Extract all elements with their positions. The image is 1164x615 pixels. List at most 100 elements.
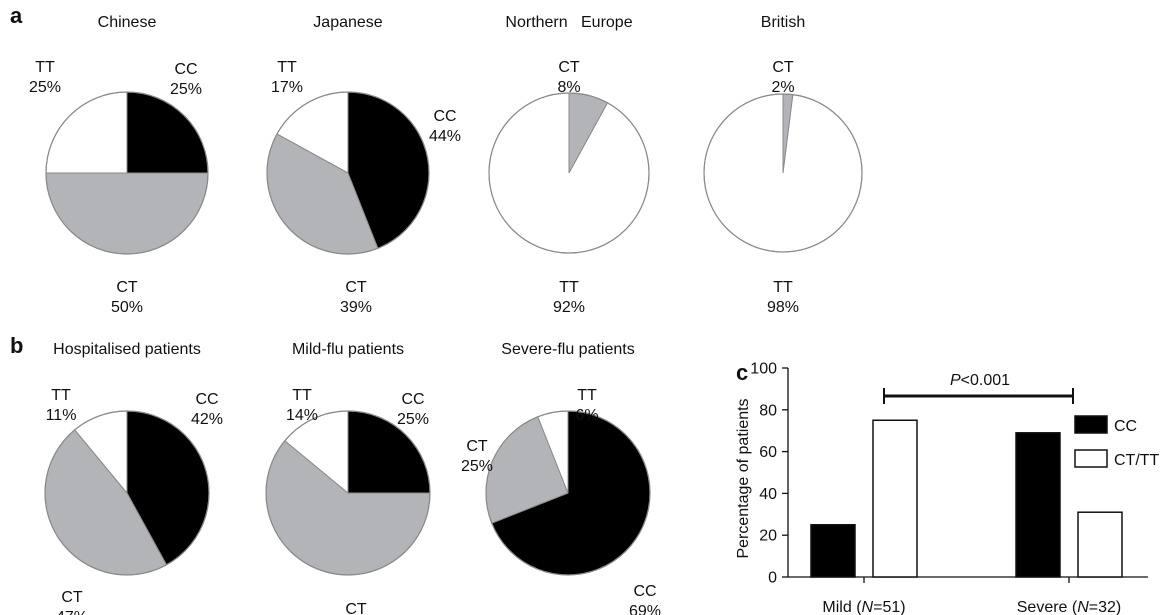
pie-british-label-tt: TT 98% — [767, 278, 799, 318]
bar-cc-mild — [810, 524, 856, 578]
pie-japanese-label-tt: TT 17% — [271, 58, 303, 98]
bar-y-tick-label: 80 — [759, 402, 777, 419]
pie-severe-flu-patients-label-ct: CT 25% — [461, 437, 493, 477]
pie-british-outline — [703, 93, 863, 253]
pie-british-label-tt-percent: 98% — [766, 299, 800, 316]
pie-japanese — [266, 91, 430, 255]
pie-severe-flu-patients-label-ct-name: CT — [466, 438, 488, 455]
legend-label-cc: CC — [1114, 418, 1137, 435]
bar-x-label-mild: Mild (N=51) — [822, 599, 905, 615]
pie-severe-flu-patients-outline — [485, 410, 651, 576]
pie-british — [703, 93, 863, 253]
pie-northern-europe-title: Northern Europe — [505, 14, 633, 31]
pie-japanese-label-tt-name: TT — [277, 59, 297, 76]
pie-hospitalised-patients-label-cc: CC 42% — [191, 390, 223, 430]
pie-chinese-label-cc-name: CC — [174, 61, 198, 78]
pie-northern-europe-label-ct: CT 8% — [557, 58, 580, 98]
pie-hospitalised-patients-label-ct-name: CT — [61, 589, 83, 606]
pie-mild-flu-patients-label-cc-name: CC — [401, 391, 425, 408]
pie-japanese-label-cc-percent: 44% — [428, 128, 462, 145]
pie-severe-flu-patients-label-cc-percent: 69% — [628, 603, 662, 615]
pie-mild-flu-patients-label-tt-percent: 14% — [285, 407, 319, 424]
pie-severe-flu-patients-label-ct-percent: 25% — [460, 458, 494, 475]
pie-hospitalised-patients-label-cc-percent: 42% — [190, 411, 224, 428]
pie-british-label-ct: CT 2% — [771, 58, 794, 98]
pie-northern-europe-label-ct-name: CT — [558, 59, 580, 76]
pie-severe-flu-patients-label-tt-percent: 6% — [575, 407, 599, 424]
pie-japanese-label-ct-name: CT — [345, 279, 367, 296]
bar-y-tick-label: 60 — [759, 444, 777, 461]
panel-letter-a: a — [10, 3, 23, 28]
pie-british-title: British — [760, 14, 806, 31]
pie-severe-flu-patients-label-cc: CC 69% — [629, 582, 661, 615]
pie-japanese-label-ct: CT 39% — [340, 278, 372, 318]
bar-x-label-severe: Severe (N=32) — [1017, 599, 1122, 615]
pie-japanese-label-tt-percent: 17% — [270, 79, 304, 96]
pie-northern-europe-label-ct-percent: 8% — [557, 79, 581, 96]
pie-hospitalised-patients-label-tt: TT 11% — [46, 386, 77, 426]
pie-mild-flu-patients-label-tt-name: TT — [292, 387, 312, 404]
bar-ct-tt-severe — [1077, 511, 1123, 578]
panel-letter-c: c — [736, 360, 749, 385]
pie-severe-flu-patients — [485, 410, 651, 576]
pie-chinese-label-cc-percent: 25% — [169, 81, 203, 98]
legend-swatch-ct-tt — [1074, 449, 1108, 468]
pie-northern-europe-label-tt-percent: 92% — [552, 299, 586, 316]
pie-chinese — [45, 91, 209, 255]
pie-chinese-label-tt-name: TT — [35, 59, 55, 76]
pie-northern-europe-label-tt-name: TT — [559, 279, 579, 296]
pie-severe-flu-patients-label-tt: TT 6% — [575, 386, 598, 426]
pie-japanese-label-ct-percent: 39% — [339, 299, 373, 316]
pie-chinese-label-tt: TT 25% — [29, 58, 61, 98]
pie-chinese-label-ct-percent: 50% — [110, 299, 144, 316]
pie-hospitalised-patients-label-ct: CT 47% — [56, 588, 88, 615]
pie-japanese-title: Japanese — [313, 14, 383, 31]
pie-northern-europe-outline — [488, 92, 650, 254]
pie-hospitalised-patients-label-cc-name: CC — [195, 391, 219, 408]
pie-british-label-tt-name: TT — [773, 279, 793, 296]
pie-hospitalised-patients-label-tt-name: TT — [51, 387, 71, 404]
bar-y-axis-label: Percentage of patients — [735, 398, 752, 558]
pie-chinese-label-ct-name: CT — [116, 279, 138, 296]
pie-hospitalised-patients-label-tt-percent: 11% — [45, 407, 77, 424]
significance-annotation: P<0.001 — [950, 372, 1010, 389]
pie-mild-flu-patients-label-ct-name: CT — [345, 601, 367, 615]
pie-chinese-label-tt-percent: 25% — [28, 79, 62, 96]
pie-hospitalised-patients-title: Hospitalised patients — [53, 341, 201, 358]
pie-mild-flu-patients-label-tt: TT 14% — [286, 386, 318, 426]
pie-british-label-ct-name: CT — [772, 59, 794, 76]
pie-chinese-label-ct: CT 50% — [111, 278, 143, 318]
bar-y-tick-label: 100 — [750, 361, 777, 378]
pie-severe-flu-patients-title: Severe-flu patients — [501, 341, 635, 358]
pie-japanese-outline — [266, 91, 430, 255]
bar-ct-tt-mild — [872, 419, 918, 578]
pie-mild-flu-patients-outline — [265, 410, 431, 576]
pie-japanese-label-cc-name: CC — [433, 108, 457, 125]
pie-severe-flu-patients-label-tt-name: TT — [577, 387, 597, 404]
pie-british-label-ct-percent: 2% — [771, 79, 795, 96]
bar-y-tick-label: 20 — [759, 528, 777, 545]
pie-chinese-label-cc: CC 25% — [170, 60, 202, 100]
pie-mild-flu-patients — [265, 410, 431, 576]
bar-cc-severe — [1015, 432, 1061, 578]
pie-hospitalised-patients — [44, 410, 210, 576]
pie-northern-europe — [488, 92, 650, 254]
panel-letter-b: b — [10, 333, 24, 358]
pie-japanese-label-cc: CC 44% — [429, 107, 461, 147]
bar-y-tick-label: 40 — [759, 486, 777, 503]
legend-swatch-cc — [1074, 415, 1108, 434]
pie-mild-flu-patients-label-ct: CT61% — [340, 600, 372, 615]
pie-mild-flu-patients-title: Mild-flu patients — [291, 341, 405, 358]
legend-label-ct-tt: CT/TT — [1114, 452, 1160, 469]
pie-mild-flu-patients-label-cc: CC 25% — [397, 390, 429, 430]
pie-chinese-outline — [45, 91, 209, 255]
pie-mild-flu-patients-label-cc-percent: 25% — [396, 411, 430, 428]
bar-y-tick-label: 0 — [768, 570, 777, 587]
pie-chinese-title: Chinese — [97, 14, 157, 31]
pie-hospitalised-patients-label-ct-percent: 47% — [56, 608, 88, 615]
pie-severe-flu-patients-label-cc-name: CC — [633, 583, 657, 600]
pie-hospitalised-patients-outline — [44, 410, 210, 576]
